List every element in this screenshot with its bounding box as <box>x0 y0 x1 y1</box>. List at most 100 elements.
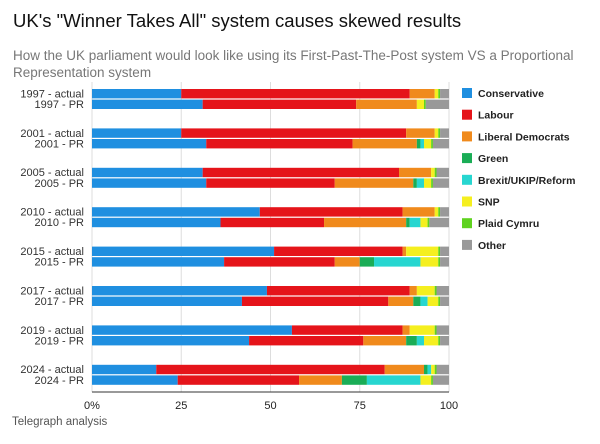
bar-brexit-ukip-reform-2010-pr <box>409 217 421 228</box>
bar-snp-1997-pr <box>416 99 425 109</box>
bar-labour-2024-pr <box>177 375 300 385</box>
bar-snp-2017-actual <box>416 286 435 296</box>
bar-other-2019-actual <box>436 325 449 335</box>
bar-plaid-cymru-2017-actual <box>434 286 437 296</box>
row-label-2015-actual: 2015 - actual <box>20 246 84 258</box>
bar-other-2010-pr <box>429 217 449 228</box>
bar-snp-2024-pr <box>420 375 432 385</box>
bar-conservative-2015-pr <box>92 257 225 267</box>
bar-labour-2001-pr <box>206 139 353 149</box>
bar-conservative-2024-actual <box>92 364 157 375</box>
bar-liberal-democrats-2024-pr <box>299 375 342 385</box>
bar-plaid-cymru-2005-pr <box>431 178 433 188</box>
row-label-2019-pr: 2019 - PR <box>34 335 84 347</box>
bar-snp-2019-pr <box>424 336 439 346</box>
bar-liberal-democrats-2010-actual <box>402 207 435 217</box>
bar-green-2024-actual <box>424 364 428 375</box>
bar-plaid-cymru-1997-pr <box>424 99 426 109</box>
bar-conservative-1997-actual <box>92 89 182 99</box>
legend-swatch-green <box>462 153 472 164</box>
bar-other-2015-pr <box>440 257 449 267</box>
bar-other-2024-pr <box>432 375 449 385</box>
bar-labour-1997-pr <box>202 99 357 109</box>
x-tick-label-50: 50 <box>264 400 276 412</box>
bar-brexit-ukip-reform-2019-pr <box>416 336 425 346</box>
legend-swatch-snp <box>462 196 472 207</box>
bar-liberal-democrats-2001-actual <box>406 128 435 138</box>
bar-liberal-democrats-2015-actual <box>402 246 407 256</box>
bar-brexit-ukip-reform-2024-pr <box>366 375 421 385</box>
legend-swatch-liberal-democrats <box>462 131 472 142</box>
legend-label-snp: SNP <box>478 197 500 209</box>
bar-snp-2001-pr <box>424 139 432 149</box>
bar-brexit-ukip-reform-2024-actual <box>427 364 432 375</box>
bar-brexit-ukip-reform-2001-pr <box>420 139 425 149</box>
bar-liberal-democrats-1997-pr <box>356 99 417 109</box>
bar-labour-2015-actual <box>274 246 403 256</box>
bar-green-2017-pr <box>413 296 421 306</box>
row-label-2010-actual: 2010 - actual <box>20 207 84 219</box>
bar-brexit-ukip-reform-2017-pr <box>420 296 428 306</box>
bar-labour-2001-actual <box>181 128 407 138</box>
bar-liberal-democrats-1997-actual <box>409 89 435 99</box>
bar-green-2019-pr <box>406 336 417 346</box>
bar-conservative-2010-actual <box>92 207 260 217</box>
bar-plaid-cymru-1997-actual <box>438 89 441 99</box>
bar-green-2024-pr <box>341 375 367 385</box>
bar-plaid-cymru-2017-pr <box>438 296 441 306</box>
bar-liberal-democrats-2001-pr <box>352 139 417 149</box>
x-tick-label-75: 75 <box>354 400 366 412</box>
x-tick-label-0: 0% <box>84 400 100 412</box>
bar-green-2001-pr <box>416 139 421 149</box>
legend-swatch-other <box>462 239 472 250</box>
bar-conservative-2019-pr <box>92 336 250 346</box>
bar-snp-2024-actual <box>431 364 435 375</box>
bar-labour-2005-pr <box>206 178 335 188</box>
legend-swatch-plaid-cymru <box>462 218 472 229</box>
bar-conservative-2017-pr <box>92 296 242 306</box>
bar-other-2010-actual <box>440 207 449 217</box>
legend-label-brexit-ukip-reform: Brexit/UKIP/Reform <box>478 175 575 187</box>
bar-snp-2001-actual <box>434 128 439 138</box>
row-label-1997-pr: 1997 - PR <box>34 99 84 111</box>
bar-snp-2015-actual <box>406 246 439 256</box>
bar-plaid-cymru-2010-pr <box>427 217 430 228</box>
bar-liberal-democrats-2010-pr <box>324 217 407 228</box>
x-tick-label-100: 100 <box>440 400 458 412</box>
bar-conservative-2001-actual <box>92 128 182 138</box>
bar-plaid-cymru-2015-pr <box>438 257 441 267</box>
bar-labour-2017-actual <box>266 286 410 296</box>
bar-snp-2017-pr <box>427 296 439 306</box>
row-label-2010-pr: 2010 - PR <box>34 217 84 229</box>
row-label-2001-pr: 2001 - PR <box>34 138 84 150</box>
legend-swatch-brexit-ukip-reform <box>462 174 472 185</box>
bar-liberal-democrats-2024-actual <box>384 364 425 375</box>
bar-labour-2010-pr <box>220 217 325 228</box>
bar-other-1997-actual <box>440 89 449 99</box>
row-label-2017-actual: 2017 - actual <box>20 285 84 297</box>
chart-subtitle: How the UK parliament would look like us… <box>13 48 574 80</box>
bar-conservative-2005-actual <box>92 167 203 178</box>
bars <box>92 89 449 385</box>
bar-snp-2005-pr <box>424 178 432 188</box>
bar-labour-2005-actual <box>202 167 400 178</box>
bar-green-2005-pr <box>413 178 417 188</box>
bar-other-1997-pr <box>425 99 449 109</box>
row-label-2024-actual: 2024 - actual <box>20 364 84 376</box>
bar-plaid-cymru-2001-pr <box>431 139 433 149</box>
bar-plaid-cymru-2001-actual <box>438 128 441 138</box>
source-note: Telegraph analysis <box>12 416 108 428</box>
bar-plaid-cymru-2024-pr <box>431 375 433 385</box>
row-label-2024-pr: 2024 - PR <box>34 375 84 387</box>
bar-conservative-2017-actual <box>92 286 267 296</box>
legend-label-green: Green <box>478 153 508 165</box>
legend: Conservative Labour Liberal Democrats Green… <box>462 88 575 252</box>
bar-snp-1997-actual <box>434 89 439 99</box>
bar-labour-2024-actual <box>156 364 385 375</box>
bar-conservative-2010-pr <box>92 217 221 228</box>
bar-labour-2019-actual <box>291 325 403 335</box>
row-label-2005-actual: 2005 - actual <box>20 167 84 179</box>
legend-label-plaid-cymru: Plaid Cymru <box>478 218 539 230</box>
bar-snp-2005-actual <box>431 167 435 178</box>
